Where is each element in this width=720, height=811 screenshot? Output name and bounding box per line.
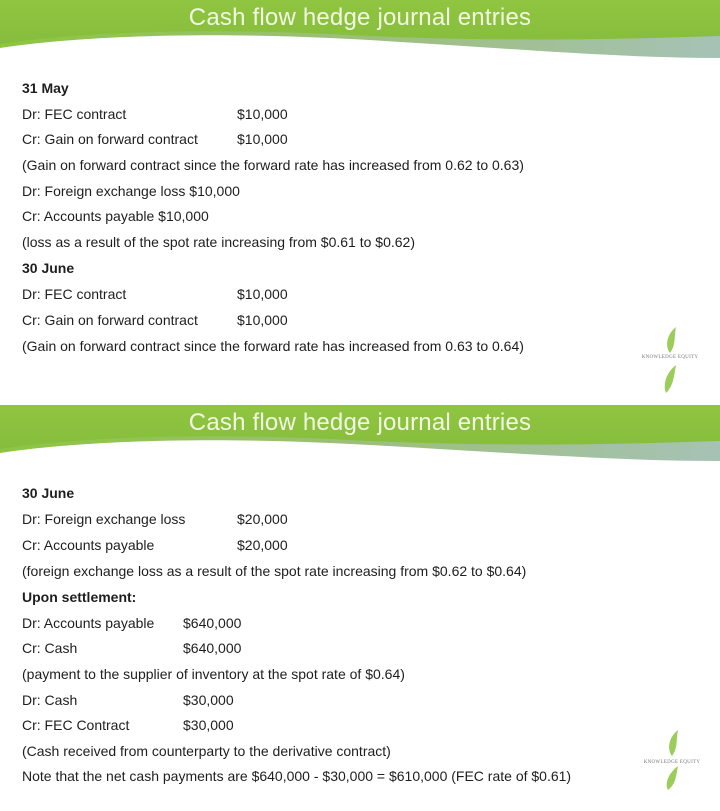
journal-line: Note that the net cash payments are $640… xyxy=(22,768,572,784)
journal-line: Cr: Accounts payable $10,000 xyxy=(22,208,209,224)
journal-line: Dr: FEC contract xyxy=(22,106,127,122)
journal-amount: $640,000 xyxy=(183,640,242,656)
journal-line: (Cash received from counterparty to the … xyxy=(22,743,391,759)
logo-text: KNOWLEDGE EQUITY xyxy=(641,355,699,360)
journal-line: Dr: Foreign exchange loss xyxy=(22,511,186,527)
title-banner xyxy=(0,0,720,58)
journal-amount: $30,000 xyxy=(183,692,234,708)
journal-amount: $10,000 xyxy=(237,286,288,302)
journal-amount: $10,000 xyxy=(237,106,288,122)
slide-title: Cash flow hedge journal entries xyxy=(188,409,532,436)
knowledge-equity-logo: KNOWLEDGE EQUITY xyxy=(630,325,710,395)
section-heading: 30 June xyxy=(22,485,75,501)
title-banner xyxy=(0,405,720,461)
journal-line: Cr: Cash xyxy=(22,640,78,656)
leaf-icon xyxy=(664,327,676,393)
journal-amount: $20,000 xyxy=(237,511,288,527)
journal-line: Dr: Foreign exchange loss $10,000 xyxy=(22,183,240,199)
knowledge-equity-logo: KNOWLEDGE EQUITY xyxy=(632,730,712,800)
slide-2: Cash flow hedge journal entries 30 June D… xyxy=(0,405,720,811)
journal-line: (payment to the supplier of inventory at… xyxy=(22,666,405,682)
slide-title: Cash flow hedge journal entries xyxy=(188,4,532,31)
journal-amount: $30,000 xyxy=(183,717,234,733)
logo-text: KNOWLEDGE EQUITY xyxy=(643,760,701,765)
section-heading: 31 May xyxy=(22,80,69,96)
slide-1: Cash flow hedge journal entries 31 May Dr… xyxy=(0,0,720,400)
journal-line: Cr: Gain on forward contract xyxy=(22,312,198,328)
leaf-icon xyxy=(666,730,678,790)
journal-line: (Gain on forward contract since the forw… xyxy=(22,338,524,354)
section-heading: 30 June xyxy=(22,260,75,276)
journal-amount: $20,000 xyxy=(237,537,288,553)
journal-line: Dr: FEC contract xyxy=(22,286,127,302)
journal-line: Cr: FEC Contract xyxy=(22,717,130,733)
journal-line: (Gain on forward contract since the forw… xyxy=(22,157,524,173)
journal-amount: $10,000 xyxy=(237,312,288,328)
journal-line: Cr: Accounts payable xyxy=(22,537,155,553)
section-heading: Upon settlement: xyxy=(22,589,137,605)
journal-amount: $640,000 xyxy=(183,615,242,631)
journal-line: Cr: Gain on forward contract xyxy=(22,131,198,147)
journal-line: (loss as a result of the spot rate incre… xyxy=(22,234,415,250)
journal-line: Dr: Accounts payable xyxy=(22,615,155,631)
journal-line: (foreign exchange loss as a result of th… xyxy=(22,563,527,579)
journal-amount: $10,000 xyxy=(237,131,288,147)
journal-line: Dr: Cash xyxy=(22,692,78,708)
